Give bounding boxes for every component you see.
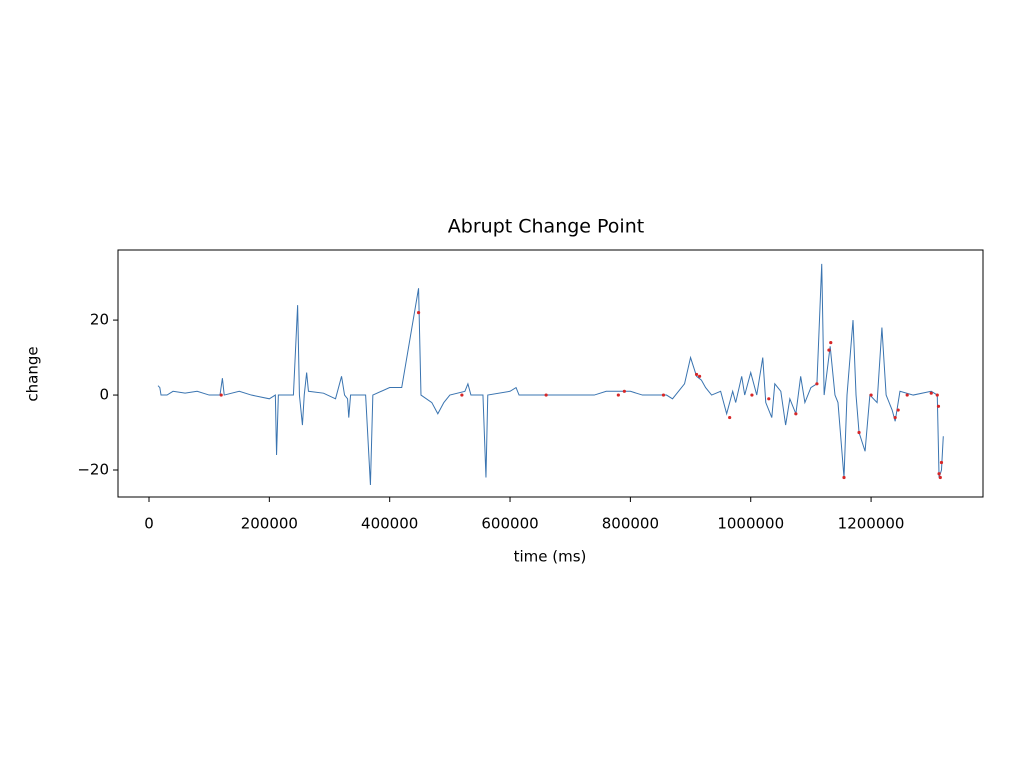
change-point	[815, 382, 819, 386]
plot-frame	[117, 249, 984, 498]
change-point	[939, 460, 944, 465]
y-tick-label: 20	[90, 311, 109, 329]
change-point	[697, 374, 702, 378]
change-point	[794, 412, 798, 416]
y-tick-label: −20	[77, 461, 109, 479]
x-axis-label: time (ms)	[514, 548, 587, 566]
change-point	[616, 393, 620, 397]
change-point	[416, 310, 421, 315]
change-point	[937, 472, 941, 476]
change-point	[896, 408, 900, 412]
change-point	[829, 340, 833, 345]
change-point	[936, 404, 941, 408]
change-point	[694, 372, 699, 377]
x-tick-label: 200000	[241, 515, 298, 533]
x-tick-label: 1000000	[717, 515, 784, 533]
change-point	[893, 415, 897, 420]
change-point	[767, 397, 771, 401]
data-line	[157, 263, 944, 486]
x-tick-label: 600000	[481, 515, 538, 533]
y-tick-label: 0	[99, 386, 109, 404]
change-point	[728, 415, 732, 420]
x-tick-label: 800000	[602, 515, 659, 533]
change-point	[935, 393, 939, 397]
change-point	[622, 389, 626, 393]
change-point	[869, 393, 873, 397]
change-point	[857, 430, 861, 435]
chart-title: Abrupt Change Point	[448, 216, 644, 238]
change-point	[842, 475, 846, 480]
x-tick-label: 0	[144, 515, 154, 533]
x-tick-label: 1200000	[838, 515, 905, 533]
change-point	[929, 391, 933, 395]
change-point	[661, 393, 666, 397]
change-point	[219, 393, 223, 397]
change-point	[827, 348, 831, 352]
change-point	[460, 393, 464, 397]
y-axis-label: change	[24, 346, 42, 401]
change-point	[938, 475, 942, 480]
change-point	[905, 393, 909, 397]
change-point	[544, 393, 548, 397]
x-tick-label: 400000	[361, 515, 418, 533]
change-point	[750, 393, 754, 397]
